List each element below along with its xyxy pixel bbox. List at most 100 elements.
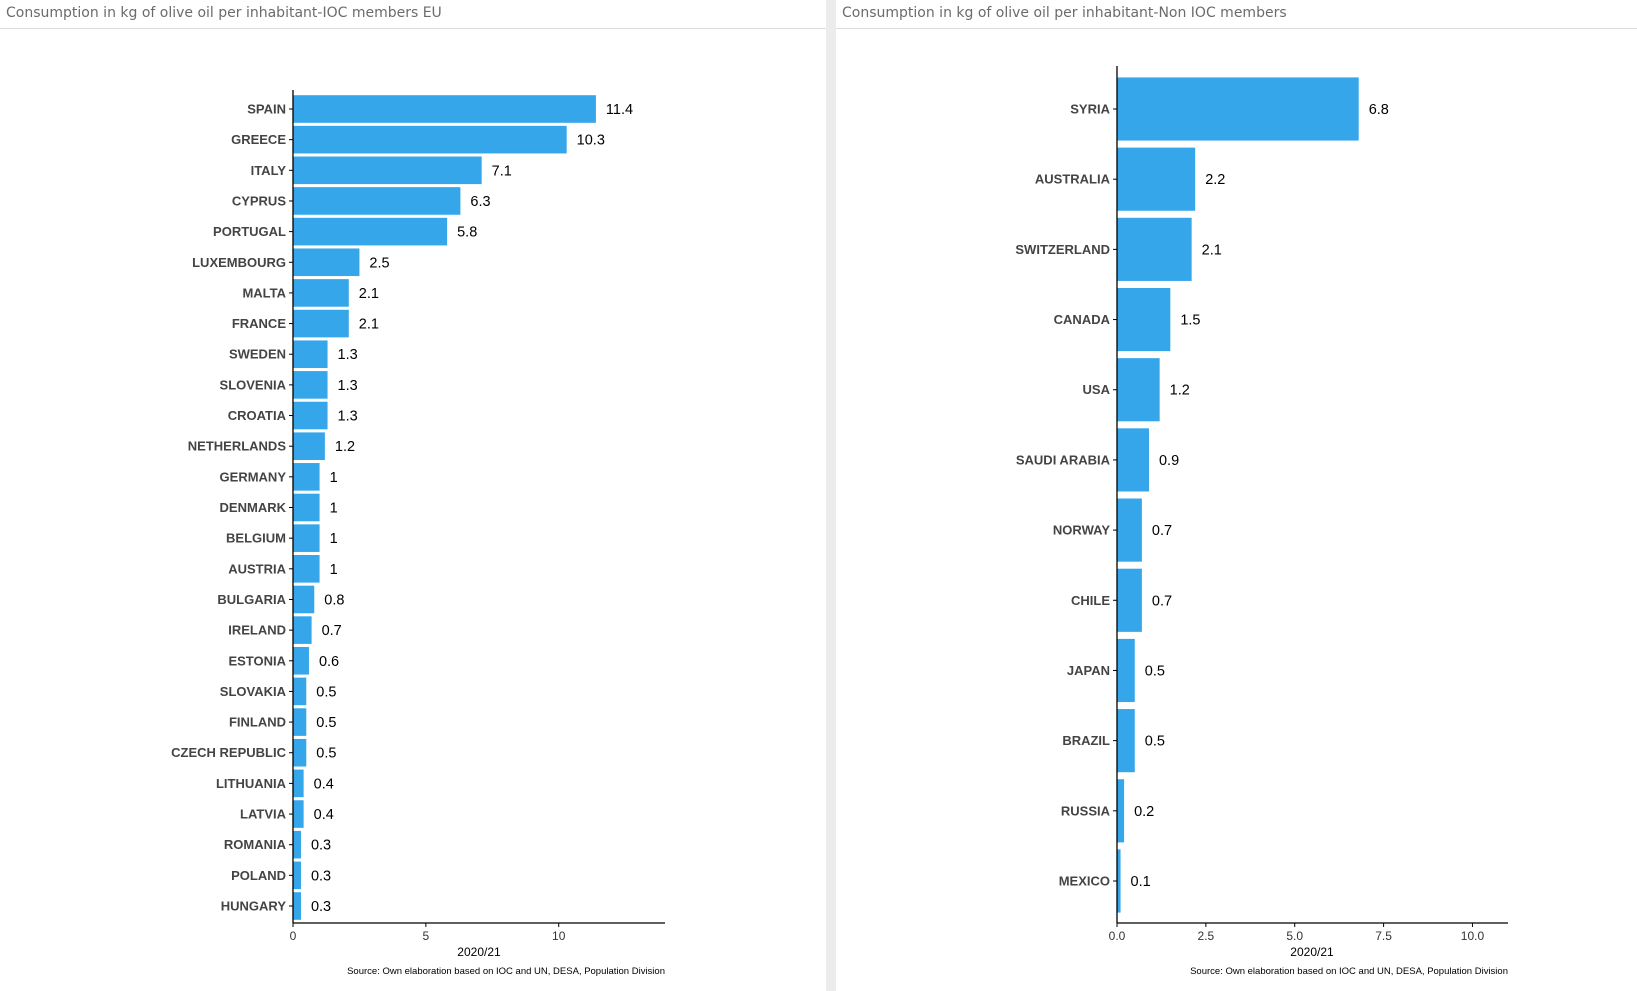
bar-chile — [1117, 568, 1142, 632]
data-label: 2.1 — [359, 317, 379, 333]
bar-russia — [1117, 779, 1125, 843]
data-label: 7.1 — [492, 163, 512, 179]
category-label: CYPRUS — [232, 193, 287, 208]
bar-saudi-arabia — [1117, 428, 1149, 492]
bar-canada — [1117, 287, 1171, 352]
data-label: 1 — [330, 531, 338, 547]
data-label: 1 — [330, 470, 338, 486]
data-label: 2.2 — [1205, 172, 1225, 188]
category-label: PORTUGAL — [213, 224, 286, 239]
data-label: 0.7 — [322, 623, 342, 639]
data-label: 0.9 — [1159, 453, 1179, 469]
bar-netherlands — [293, 432, 325, 460]
bar-finland — [293, 708, 307, 736]
bar-italy — [293, 156, 482, 185]
bar-syria — [1117, 77, 1359, 141]
bar-greece — [293, 125, 567, 154]
bar-luxembourg — [293, 248, 360, 277]
x-tick-label: 2.5 — [1198, 929, 1215, 943]
data-label: 0.5 — [1145, 734, 1165, 750]
data-label: 2.5 — [369, 255, 389, 271]
category-label: POLAND — [231, 868, 286, 883]
category-label: SLOVAKIA — [220, 684, 287, 699]
category-label: SYRIA — [1070, 102, 1110, 117]
bar-malta — [293, 279, 349, 307]
data-label: 0.4 — [314, 776, 334, 792]
category-label: CROATIA — [228, 408, 287, 423]
data-label: 1.2 — [1170, 383, 1190, 399]
bar-lithuania — [293, 769, 304, 798]
right-chart-panel: Consumption in kg of olive oil per inhab… — [836, 0, 1637, 991]
left-panel-title: Consumption in kg of olive oil per inhab… — [0, 0, 826, 29]
data-label: 6.3 — [470, 194, 490, 210]
data-label: 1.3 — [338, 347, 358, 363]
bar-bulgaria — [293, 585, 315, 614]
category-label: ROMANIA — [224, 837, 287, 852]
bar-hungary — [293, 892, 301, 920]
x-axis-title: 2020/21 — [457, 945, 501, 959]
data-label: 0.5 — [316, 746, 336, 762]
category-label: RUSSIA — [1061, 803, 1111, 818]
data-label: 1.3 — [338, 378, 358, 394]
panel-divider — [826, 0, 836, 991]
bar-poland — [293, 861, 301, 890]
category-label: HUNGARY — [221, 899, 287, 914]
data-label: 11.4 — [606, 102, 633, 118]
category-label: CANADA — [1054, 312, 1111, 327]
x-tick-label: 10.0 — [1461, 929, 1485, 943]
category-label: CHILE — [1071, 593, 1110, 608]
x-tick-label: 5 — [423, 929, 430, 943]
data-label: 0.5 — [316, 715, 336, 731]
bar-denmark — [293, 493, 320, 522]
category-label: GREECE — [231, 132, 286, 147]
data-label: 1 — [330, 501, 338, 517]
data-label: 0.7 — [1152, 523, 1172, 539]
category-label: NORWAY — [1053, 523, 1110, 538]
bar-sweden — [293, 340, 328, 369]
category-label: SLOVENIA — [220, 377, 287, 392]
category-label: BULGARIA — [217, 592, 286, 607]
data-label: 1.5 — [1180, 313, 1200, 329]
data-label: 0.2 — [1134, 804, 1154, 820]
x-tick-label: 0 — [290, 929, 297, 943]
category-label: LUXEMBOURG — [192, 255, 286, 270]
data-label: 2.1 — [1202, 242, 1222, 258]
bar-usa — [1117, 358, 1160, 422]
data-label: 5.8 — [457, 225, 477, 241]
category-label: SAUDI ARABIA — [1016, 452, 1111, 467]
left-chart-panel: Consumption in kg of olive oil per inhab… — [0, 0, 826, 977]
data-label: 0.4 — [314, 807, 334, 823]
category-label: USA — [1083, 382, 1111, 397]
bar-czech-republic — [293, 738, 307, 767]
right-bar-chart: SYRIA 6.8 AUSTRALIA 2.2 SWITZERLAND 2.1 CANADA… — [1015, 66, 1508, 977]
bar-portugal — [293, 217, 448, 246]
bar-mexico — [1117, 849, 1121, 913]
bar-australia — [1117, 147, 1196, 211]
data-label: 2.1 — [359, 286, 379, 302]
x-tick-label: 10 — [552, 929, 566, 943]
data-label: 10.3 — [577, 133, 605, 149]
right-panel-title: Consumption in kg of olive oil per inhab… — [836, 0, 1637, 29]
data-label: 6.8 — [1369, 102, 1389, 118]
bar-belgium — [293, 524, 320, 552]
data-label: 0.3 — [311, 868, 331, 884]
bar-japan — [1117, 638, 1135, 703]
data-label: 1.2 — [335, 439, 355, 455]
data-label: 0.5 — [1145, 663, 1165, 679]
data-label: 0.7 — [1152, 593, 1172, 609]
bar-switzerland — [1117, 217, 1192, 281]
data-label: 0.5 — [316, 684, 336, 700]
category-label: DENMARK — [220, 500, 287, 515]
category-label: GERMANY — [220, 469, 287, 484]
x-tick-label: 5.0 — [1286, 929, 1303, 943]
bar-france — [293, 309, 349, 338]
bar-ireland — [293, 616, 312, 644]
data-label: 0.3 — [311, 838, 331, 854]
bar-germany — [293, 463, 320, 491]
data-label: 1 — [330, 562, 338, 578]
source-caption: Source: Own elaboration based on IOC and… — [1190, 966, 1508, 977]
x-tick-label: 7.5 — [1375, 929, 1392, 943]
bar-spain — [293, 95, 596, 123]
category-label: ESTONIA — [228, 653, 286, 668]
